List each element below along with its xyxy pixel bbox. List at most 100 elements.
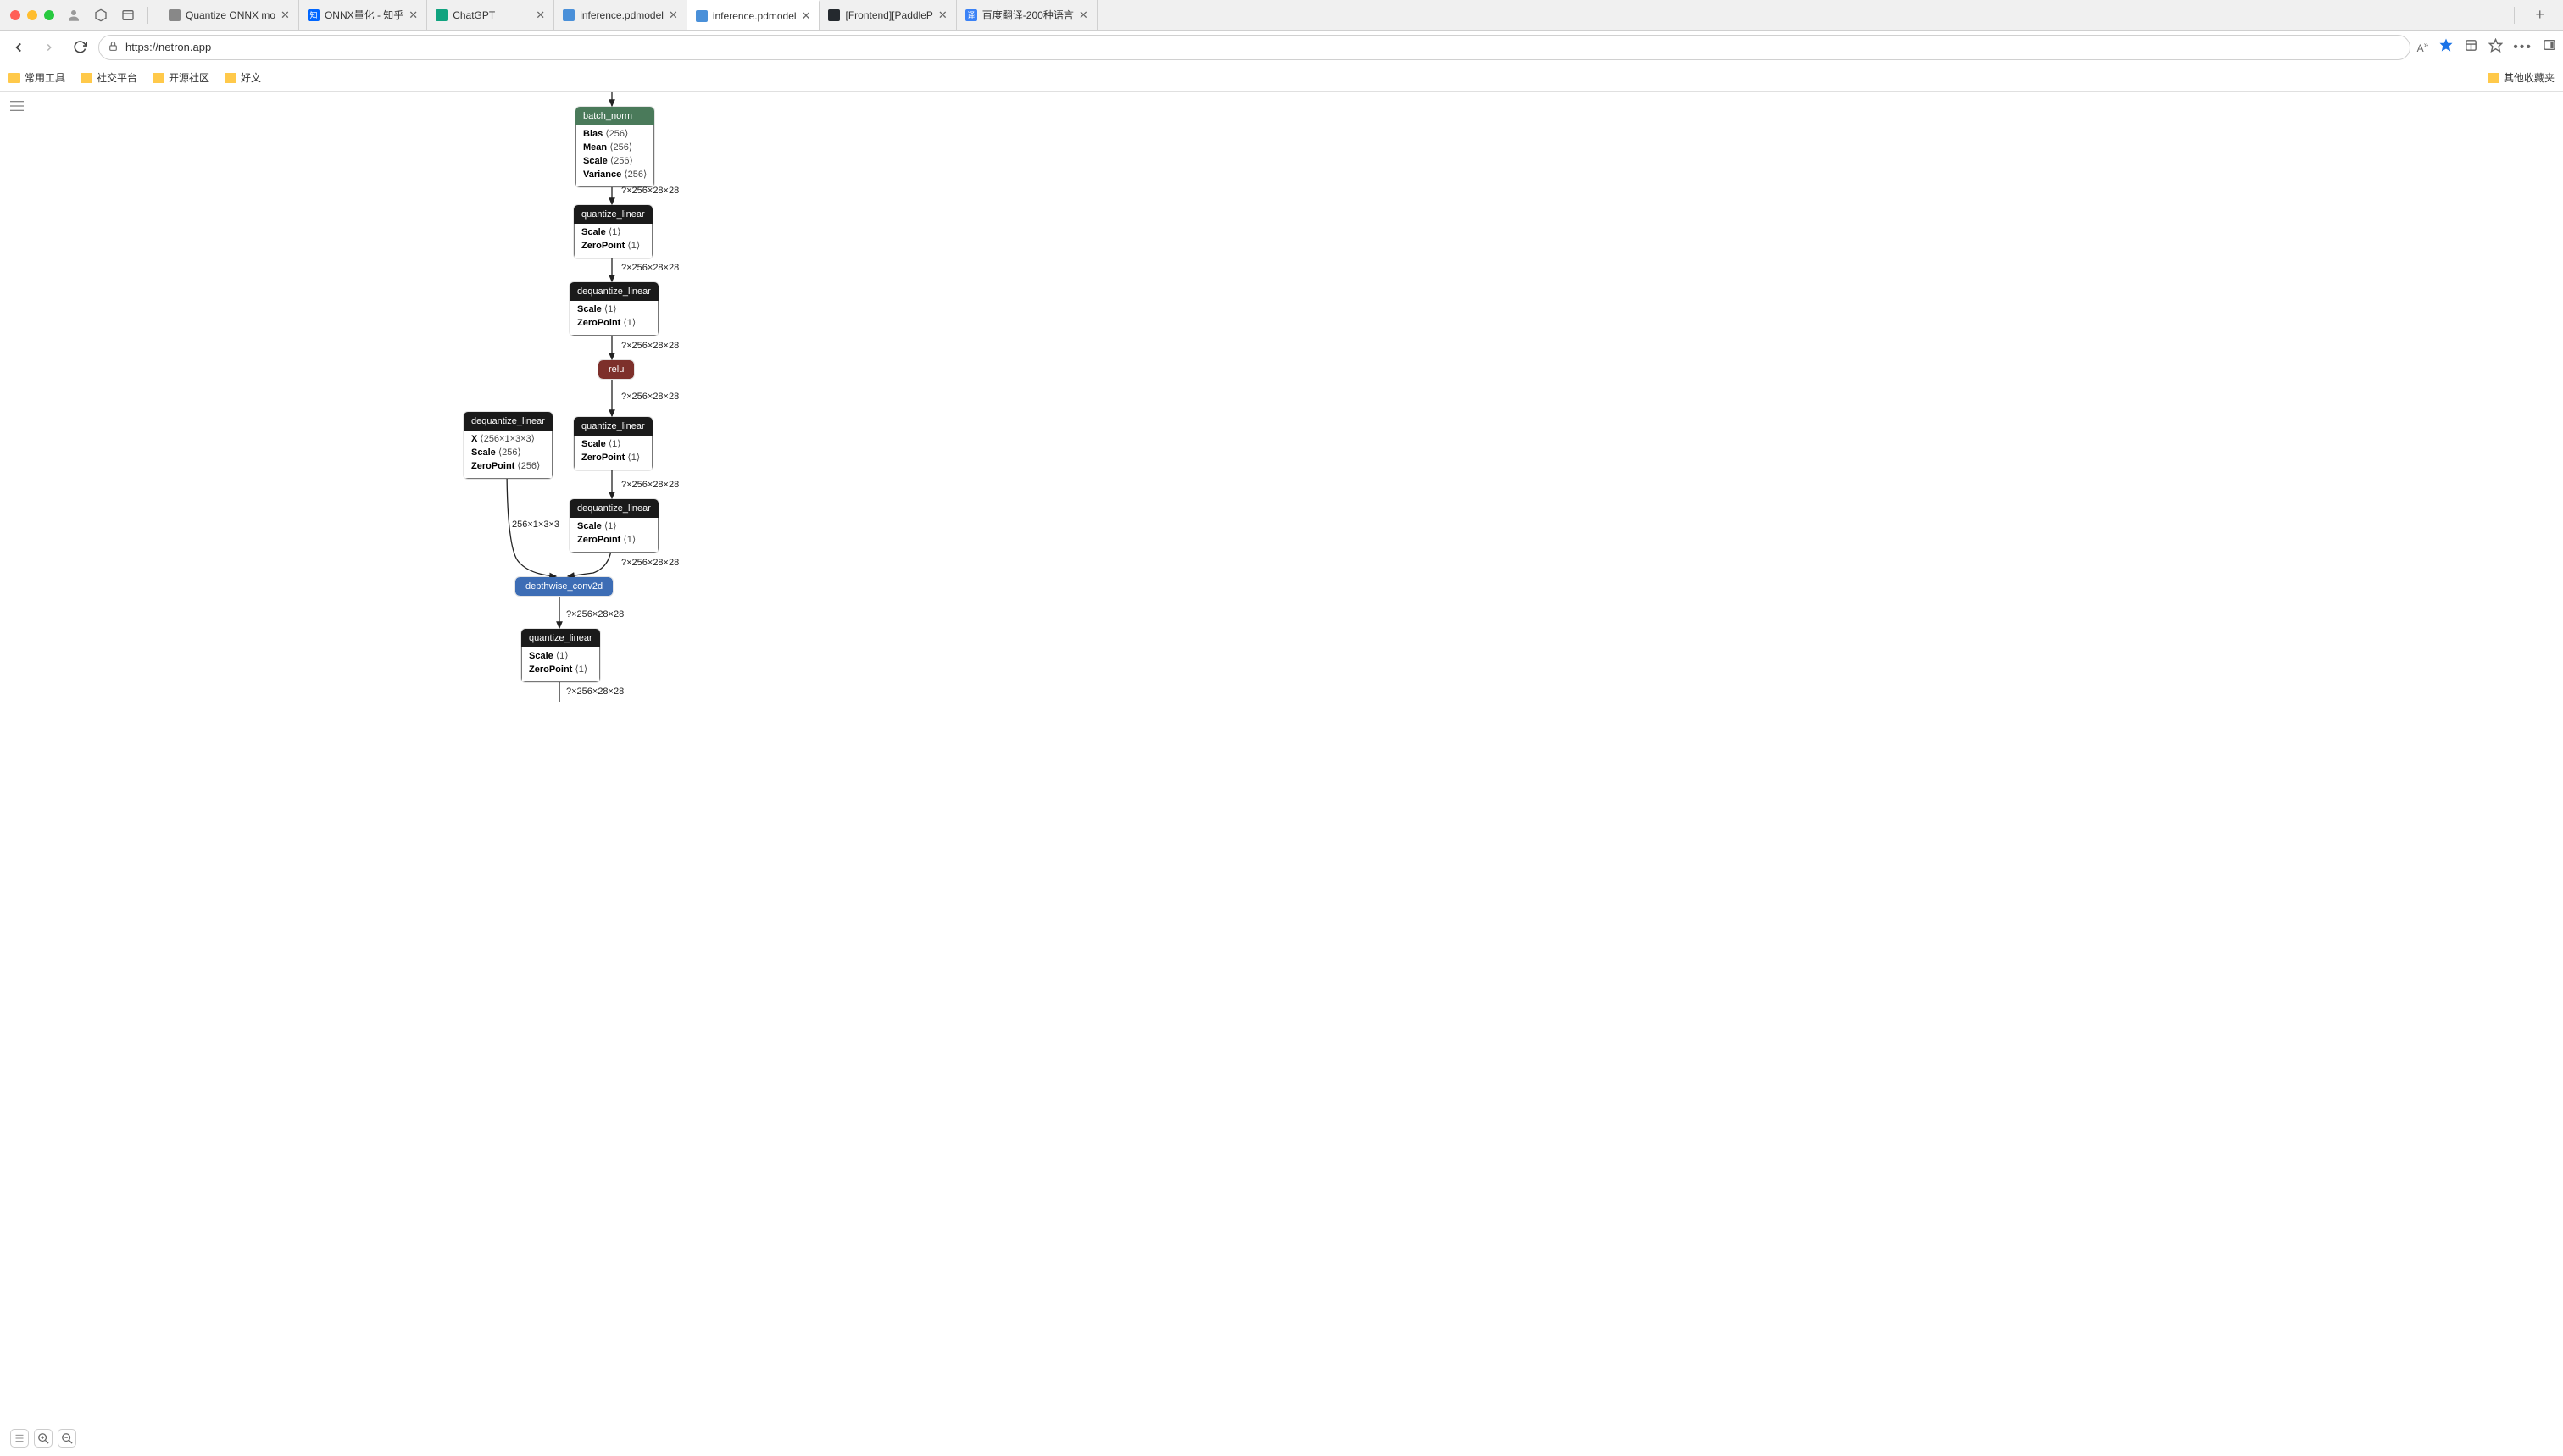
- node-title: batch_norm: [575, 107, 654, 125]
- read-aloud-icon[interactable]: A»: [2417, 41, 2429, 54]
- close-tab-button[interactable]: ✕: [669, 8, 678, 22]
- folder-icon: [2488, 73, 2499, 83]
- node-attribute-row: Scale ⟨1⟩: [577, 520, 651, 534]
- graph-node[interactable]: quantize_linearScale ⟨1⟩ZeroPoint ⟨1⟩: [574, 205, 653, 258]
- node-attributes: Scale ⟨1⟩ZeroPoint ⟨1⟩: [521, 647, 600, 682]
- favicon: [828, 9, 840, 21]
- maximize-window-button[interactable]: [44, 10, 54, 20]
- folder-icon: [81, 73, 92, 83]
- folder-icon: [225, 73, 236, 83]
- minimize-window-button[interactable]: [27, 10, 37, 20]
- bookmark-folder[interactable]: 常用工具: [8, 70, 65, 85]
- node-title: dequantize_linear: [570, 499, 659, 518]
- browser-toolbar: https://netron.app A» •••: [0, 31, 2563, 64]
- favorite-button[interactable]: [2438, 37, 2454, 57]
- node-title: depthwise_conv2d: [515, 577, 613, 596]
- graph-node[interactable]: quantize_linearScale ⟨1⟩ZeroPoint ⟨1⟩: [574, 417, 653, 470]
- bookmark-label: 开源社区: [169, 70, 209, 85]
- titlebar: Quantize ONNX mo✕知ONNX量化 - 知乎✕ChatGPT✕in…: [0, 0, 2563, 31]
- graph-node[interactable]: quantize_linearScale ⟨1⟩ZeroPoint ⟨1⟩: [521, 629, 600, 682]
- bookmark-label: 其他收藏夹: [2504, 70, 2555, 85]
- bookmark-label: 社交平台: [97, 70, 137, 85]
- bookmark-folder[interactable]: 社交平台: [81, 70, 137, 85]
- node-title: relu: [598, 360, 634, 379]
- sidebar-toggle-icon[interactable]: [2543, 38, 2556, 56]
- favicon: 知: [308, 9, 320, 21]
- node-title: quantize_linear: [574, 417, 653, 436]
- tab-label: [Frontend][PaddleP: [845, 9, 932, 21]
- workspaces-icon[interactable]: [93, 8, 108, 23]
- node-attribute-row: ZeroPoint ⟨1⟩: [577, 317, 651, 331]
- favorites-list-icon[interactable]: [2488, 38, 2503, 57]
- node-title: quantize_linear: [521, 629, 600, 647]
- folder-icon: [8, 73, 20, 83]
- forward-button[interactable]: [37, 36, 61, 59]
- bookmark-label: 常用工具: [25, 70, 65, 85]
- node-attributes: Scale ⟨1⟩ZeroPoint ⟨1⟩: [570, 518, 659, 553]
- node-title: dequantize_linear: [464, 412, 553, 431]
- browser-tabs: Quantize ONNX mo✕知ONNX量化 - 知乎✕ChatGPT✕in…: [160, 0, 2502, 30]
- graph-node[interactable]: batch_normBias ⟨256⟩Mean ⟨256⟩Scale ⟨256…: [575, 107, 654, 187]
- graph-node[interactable]: depthwise_conv2d: [515, 577, 613, 596]
- favicon: [169, 9, 181, 21]
- other-bookmarks[interactable]: 其他收藏夹: [2488, 70, 2555, 85]
- close-tab-button[interactable]: ✕: [802, 9, 811, 23]
- collections-icon[interactable]: [2464, 38, 2478, 57]
- page-content: batch_normBias ⟨256⟩Mean ⟨256⟩Scale ⟨256…: [0, 92, 2563, 1456]
- node-title: dequantize_linear: [570, 282, 659, 301]
- node-attribute-row: Scale ⟨256⟩: [583, 155, 647, 169]
- close-tab-button[interactable]: ✕: [281, 8, 290, 22]
- favicon: 译: [965, 9, 977, 21]
- close-tab-button[interactable]: ✕: [536, 8, 545, 22]
- node-attributes: Scale ⟨1⟩ZeroPoint ⟨1⟩: [574, 224, 653, 258]
- node-attributes: Bias ⟨256⟩Mean ⟨256⟩Scale ⟨256⟩Variance …: [575, 125, 654, 187]
- tensor-shape-label: 256×1×3×3: [512, 520, 559, 530]
- profile-icon[interactable]: [66, 8, 81, 23]
- browser-tab[interactable]: 知 ONNX量化 - 知乎 ✕: [299, 0, 427, 30]
- tab-label: Quantize ONNX mo: [186, 9, 275, 21]
- new-tab-button[interactable]: +: [2527, 6, 2553, 24]
- reload-button[interactable]: [68, 36, 92, 59]
- browser-tab[interactable]: inference.pdmodel ✕: [554, 0, 687, 30]
- tensor-shape-label: ?×256×28×28: [566, 686, 624, 697]
- close-tab-button[interactable]: ✕: [409, 8, 418, 22]
- tab-label: 百度翻译-200种语言: [982, 8, 1074, 22]
- back-button[interactable]: [7, 36, 31, 59]
- tab-label: ONNX量化 - 知乎: [325, 8, 403, 22]
- graph-node[interactable]: dequantize_linearScale ⟨1⟩ZeroPoint ⟨1⟩: [570, 499, 659, 553]
- browser-tab[interactable]: inference.pdmodel ✕: [687, 0, 820, 30]
- browser-tab[interactable]: 译百度翻译-200种语言 ✕: [957, 0, 1098, 30]
- tensor-shape-label: ?×256×28×28: [621, 480, 679, 490]
- browser-tab[interactable]: ChatGPT✕: [427, 0, 554, 30]
- bookmark-folder[interactable]: 开源社区: [153, 70, 209, 85]
- node-attribute-row: ZeroPoint ⟨1⟩: [529, 664, 592, 677]
- url-text: https://netron.app: [125, 41, 211, 53]
- graph-node[interactable]: relu: [598, 360, 634, 379]
- node-attribute-row: Scale ⟨1⟩: [581, 226, 645, 240]
- node-title: quantize_linear: [574, 205, 653, 224]
- node-attribute-row: X ⟨256×1×3×3⟩: [471, 433, 545, 447]
- bookmarks-bar: 常用工具 社交平台 开源社区 好文 其他收藏夹: [0, 64, 2563, 92]
- close-tab-button[interactable]: ✕: [1079, 8, 1088, 22]
- graph-node[interactable]: dequantize_linearScale ⟨1⟩ZeroPoint ⟨1⟩: [570, 282, 659, 336]
- tensor-shape-label: ?×256×28×28: [621, 558, 679, 568]
- tab-label: inference.pdmodel: [580, 9, 664, 21]
- close-tab-button[interactable]: ✕: [938, 8, 948, 22]
- node-attributes: Scale ⟨1⟩ZeroPoint ⟨1⟩: [570, 301, 659, 336]
- node-attribute-row: Scale ⟨1⟩: [529, 650, 592, 664]
- graph-node[interactable]: dequantize_linearX ⟨256×1×3×3⟩Scale ⟨256…: [464, 412, 553, 479]
- more-icon[interactable]: •••: [2513, 40, 2532, 55]
- favicon: [563, 9, 575, 21]
- close-window-button[interactable]: [10, 10, 20, 20]
- favicon: [436, 9, 448, 21]
- model-graph[interactable]: batch_normBias ⟨256⟩Mean ⟨256⟩Scale ⟨256…: [0, 92, 2563, 1456]
- node-attribute-row: ZeroPoint ⟨256⟩: [471, 460, 545, 474]
- tensor-shape-label: ?×256×28×28: [621, 392, 679, 402]
- tab-actions-icon[interactable]: [120, 8, 136, 23]
- bookmark-folder[interactable]: 好文: [225, 70, 261, 85]
- bookmark-label: 好文: [241, 70, 261, 85]
- browser-tab[interactable]: Quantize ONNX mo ✕: [160, 0, 299, 30]
- browser-tab[interactable]: [Frontend][PaddleP ✕: [820, 0, 956, 30]
- tab-label: inference.pdmodel: [713, 10, 797, 22]
- address-bar[interactable]: https://netron.app: [98, 35, 2410, 60]
